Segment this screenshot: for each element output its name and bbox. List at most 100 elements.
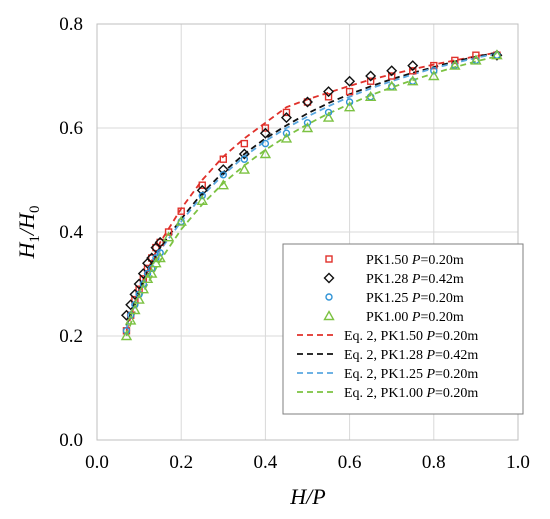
- legend-entry-label: Eq. 2, PK1.25 P=0.20m: [344, 367, 478, 382]
- data-point-series-3: [129, 304, 141, 315]
- y-tick-label: 0.4: [59, 222, 83, 243]
- data-point-series-0: [143, 264, 152, 273]
- legend-entry-label: PK1.00 P=0.20m: [366, 310, 464, 325]
- y-axis-title-h1: H: [14, 241, 39, 259]
- data-point-series-2: [122, 327, 131, 335]
- data-point-series-1: [323, 86, 335, 98]
- data-point-series-0: [177, 207, 185, 215]
- legend-entry-label: PK1.28 P=0.42m: [366, 272, 464, 287]
- data-point-series-1: [238, 148, 250, 160]
- data-point-series-0: [240, 139, 249, 148]
- data-point-series-1: [146, 252, 158, 264]
- y-axis-title-sub1: 1: [27, 235, 43, 243]
- data-point-series-3: [124, 314, 137, 325]
- data-point-series-2: [303, 119, 312, 127]
- data-point-series-3: [217, 179, 229, 190]
- data-point-series-0: [148, 254, 156, 262]
- data-point-series-3: [364, 90, 377, 102]
- x-tick-label: 0.6: [338, 452, 362, 473]
- data-point-series-1: [344, 75, 356, 87]
- x-tick-label: 0.4: [254, 452, 278, 473]
- data-point-series-3: [196, 194, 208, 206]
- data-point-series-0: [430, 61, 438, 70]
- x-tick-label: 0.0: [85, 452, 109, 473]
- y-axis-title: H1/H0: [14, 206, 43, 260]
- legend-entry-label: PK1.25 P=0.20m: [366, 291, 464, 306]
- data-point-series-3: [146, 267, 158, 278]
- data-point-series-0: [303, 98, 312, 106]
- y-tick-label: 0.6: [59, 118, 83, 139]
- data-point-series-0: [282, 108, 291, 117]
- data-point-series-2: [219, 171, 228, 179]
- data-point-series-3: [141, 272, 154, 283]
- data-point-series-2: [198, 191, 206, 200]
- data-point-series-0: [345, 87, 354, 96]
- data-point-series-1: [133, 278, 145, 290]
- x-axis-title: H/P: [289, 484, 325, 509]
- data-point-series-2: [156, 249, 164, 257]
- legend-entry-label: PK1.50 P=0.20m: [366, 253, 464, 268]
- data-point-series-1: [137, 268, 149, 280]
- data-point-series-0: [324, 93, 333, 101]
- data-point-series-0: [219, 155, 228, 163]
- legend-entry-label: Eq. 2, PK1.00 P=0.20m: [344, 386, 478, 401]
- legend-entry-label: Eq. 2, PK1.28 P=0.42m: [344, 348, 478, 363]
- legend-box: [282, 243, 524, 415]
- plot-frame: [96, 23, 519, 441]
- data-point-series-1: [259, 127, 271, 139]
- legend-marker-swatch: [325, 255, 333, 263]
- y-tick-label: 0.8: [59, 14, 83, 35]
- data-point-series-2: [261, 139, 270, 148]
- data-point-series-3: [301, 122, 314, 133]
- data-point-series-3: [322, 111, 335, 122]
- x-tick-label: 1.0: [506, 452, 530, 473]
- data-point-series-1: [365, 70, 377, 82]
- data-point-series-3: [150, 257, 162, 268]
- data-point-series-3: [470, 54, 482, 65]
- data-point-series-3: [407, 75, 419, 86]
- data-point-series-0: [152, 243, 160, 252]
- data-point-series-2: [430, 67, 438, 75]
- data-point-series-0: [451, 56, 459, 65]
- legend: PK1.50 P=0.20m PK1.28 P=0.42m PK1.25 P=0.2…: [282, 243, 524, 415]
- data-point-series-3: [175, 215, 187, 226]
- data-point-series-2: [324, 108, 333, 117]
- data-point-series-1: [217, 164, 229, 176]
- data-point-series-3: [428, 70, 440, 81]
- tick-labels: 0.0 0.2 0.4 0.6 0.8 1.0 0.0 0.2 0.4 0.6 0.8: [59, 14, 530, 473]
- x-tick-label: 0.2: [169, 452, 193, 473]
- data-point-series-0: [261, 124, 270, 132]
- data-point-series-0: [409, 67, 417, 75]
- x-tick-label: 0.8: [422, 452, 446, 473]
- data-point-series-3: [133, 293, 145, 304]
- data-point-series-1: [407, 60, 419, 72]
- data-point-series-2: [282, 129, 291, 137]
- data-markers: [120, 49, 503, 341]
- data-point-series-3: [280, 132, 293, 143]
- data-point-series-1: [302, 96, 313, 108]
- y-axis-title-h0: H: [14, 212, 39, 230]
- data-point-series-1: [280, 112, 292, 124]
- data-point-series-1: [125, 299, 137, 311]
- data-point-series-0: [156, 238, 164, 247]
- legend-marker-swatch: [323, 310, 335, 321]
- data-point-series-3: [343, 101, 356, 112]
- data-point-series-3: [259, 148, 272, 159]
- data-point-series-3: [449, 59, 461, 70]
- data-point-series-3: [162, 231, 175, 242]
- data-point-series-1: [154, 236, 166, 248]
- data-point-series-3: [137, 283, 150, 294]
- data-point-series-3: [491, 49, 503, 60]
- data-point-series-1: [120, 309, 132, 321]
- data-point-series-3: [386, 80, 398, 91]
- data-point-series-0: [198, 181, 206, 189]
- data-point-series-0: [388, 72, 396, 80]
- data-point-series-1: [129, 288, 141, 300]
- legend-marker-swatch: [323, 272, 335, 284]
- data-point-series-2: [240, 155, 249, 163]
- y-axis-title-slash: /: [14, 227, 39, 237]
- legend-entry-label: Eq. 2, PK1.50 P=0.20m: [344, 329, 478, 344]
- data-point-series-3: [238, 163, 251, 174]
- legend-marker-swatch: [325, 293, 333, 301]
